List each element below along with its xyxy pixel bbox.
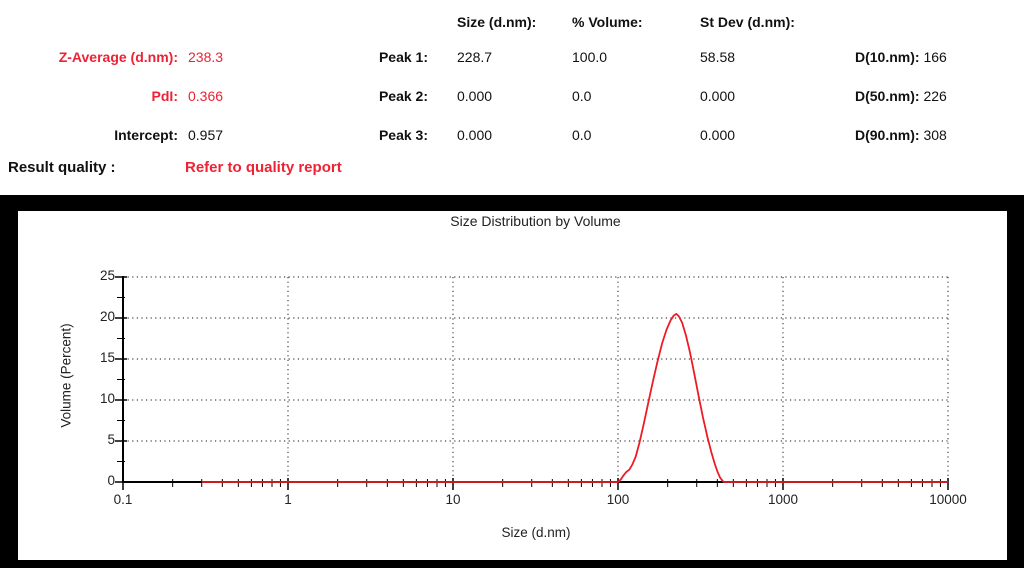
peak3-size: 0.000 bbox=[457, 127, 493, 143]
result-quality-value: Refer to quality report bbox=[185, 159, 342, 176]
y-tick-label: 25 bbox=[99, 268, 115, 283]
x-axis-title: Size (d.nm) bbox=[501, 525, 571, 540]
peak1-volume: 100.0 bbox=[572, 49, 608, 65]
intercept-label: Intercept: bbox=[114, 127, 178, 143]
pdi-value: 0.366 bbox=[188, 88, 224, 104]
x-tick-label: 0.1 bbox=[113, 492, 133, 507]
pdi-label: PdI: bbox=[151, 88, 178, 104]
peak2-stdev: 0.000 bbox=[700, 88, 736, 104]
z-average-value: 238.3 bbox=[188, 49, 224, 65]
chart-title: Size Distribution by Volume bbox=[450, 213, 621, 229]
d90-value: 308 bbox=[923, 127, 947, 143]
x-tick-label: 1000 bbox=[767, 492, 799, 507]
peak2-label: Peak 2: bbox=[378, 88, 428, 104]
y-tick-label: 5 bbox=[107, 432, 115, 447]
header-size: Size (d.nm): bbox=[457, 14, 537, 30]
y-tick-label: 10 bbox=[99, 391, 115, 406]
d10-row: D(10.nm): 166 bbox=[855, 49, 947, 65]
header-volume: % Volume: bbox=[572, 14, 643, 30]
size-distribution-chart: Size Distribution by Volume Volume (Perc… bbox=[18, 211, 1007, 560]
d10-label: D(10.nm): bbox=[855, 49, 920, 65]
header-stdev: St Dev (d.nm): bbox=[700, 14, 795, 30]
d10-value: 166 bbox=[923, 49, 947, 65]
intercept-value: 0.957 bbox=[188, 127, 224, 143]
y-tick-label: 20 bbox=[99, 309, 115, 324]
peak3-label: Peak 3: bbox=[378, 127, 428, 143]
peak3-volume: 0.0 bbox=[572, 127, 592, 143]
chart-frame: Size Distribution by Volume Volume (Perc… bbox=[0, 195, 1024, 568]
peak1-stdev: 58.58 bbox=[700, 49, 736, 65]
d50-row: D(50.nm): 226 bbox=[855, 88, 947, 104]
x-tick-label: 1 bbox=[284, 492, 292, 507]
peak1-label: Peak 1: bbox=[378, 49, 428, 65]
peak2-size: 0.000 bbox=[457, 88, 493, 104]
z-average-label: Z-Average (d.nm): bbox=[58, 49, 178, 65]
y-tick-label: 15 bbox=[99, 350, 115, 365]
peak3-stdev: 0.000 bbox=[700, 127, 736, 143]
results-summary-panel: Size (d.nm): % Volume: St Dev (d.nm): Z-… bbox=[0, 0, 1024, 195]
result-quality-label: Result quality : bbox=[8, 159, 116, 176]
x-tick-label: 10 bbox=[445, 492, 461, 507]
peak2-volume: 0.0 bbox=[572, 88, 592, 104]
y-tick-label: 0 bbox=[107, 473, 115, 488]
d50-value: 226 bbox=[923, 88, 947, 104]
d50-label: D(50.nm): bbox=[855, 88, 920, 104]
d90-label: D(90.nm): bbox=[855, 127, 920, 143]
x-tick-label: 10000 bbox=[929, 492, 967, 507]
size-distribution-plot bbox=[115, 276, 949, 490]
peak1-size: 228.7 bbox=[457, 49, 493, 65]
x-tick-label: 100 bbox=[606, 492, 630, 507]
d90-row: D(90.nm): 308 bbox=[855, 127, 947, 143]
